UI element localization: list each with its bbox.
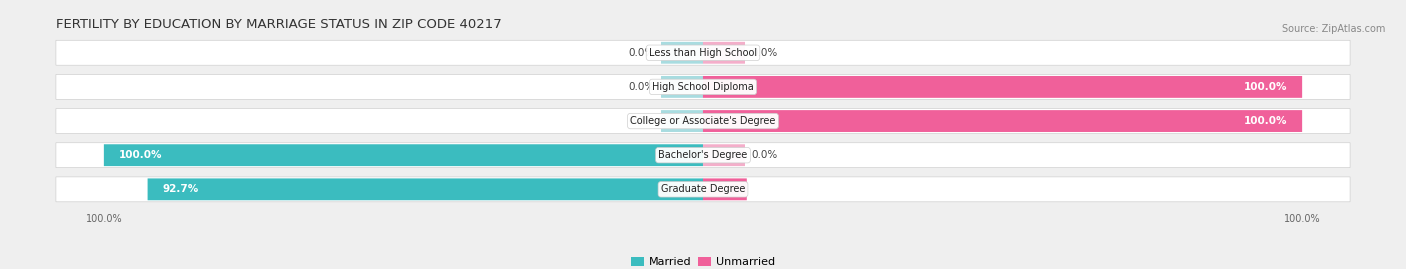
Text: High School Diploma: High School Diploma: [652, 82, 754, 92]
FancyBboxPatch shape: [661, 76, 703, 98]
Text: Bachelor's Degree: Bachelor's Degree: [658, 150, 748, 160]
FancyBboxPatch shape: [56, 75, 1350, 99]
Text: College or Associate's Degree: College or Associate's Degree: [630, 116, 776, 126]
FancyBboxPatch shape: [56, 143, 1350, 168]
Text: 100.0%: 100.0%: [120, 150, 163, 160]
Text: 0.0%: 0.0%: [628, 82, 655, 92]
Text: 92.7%: 92.7%: [163, 184, 198, 194]
Text: Less than High School: Less than High School: [650, 48, 756, 58]
Text: 100.0%: 100.0%: [1243, 82, 1286, 92]
FancyBboxPatch shape: [148, 178, 703, 200]
Text: 0.0%: 0.0%: [628, 116, 655, 126]
FancyBboxPatch shape: [703, 178, 747, 200]
Text: FERTILITY BY EDUCATION BY MARRIAGE STATUS IN ZIP CODE 40217: FERTILITY BY EDUCATION BY MARRIAGE STATU…: [56, 17, 502, 31]
FancyBboxPatch shape: [703, 144, 745, 166]
FancyBboxPatch shape: [661, 42, 703, 64]
FancyBboxPatch shape: [56, 109, 1350, 133]
Legend: Married, Unmarried: Married, Unmarried: [627, 252, 779, 269]
FancyBboxPatch shape: [104, 144, 703, 166]
FancyBboxPatch shape: [703, 110, 1302, 132]
Text: 0.0%: 0.0%: [628, 48, 655, 58]
Text: 0.0%: 0.0%: [751, 150, 778, 160]
Text: 7.3%: 7.3%: [703, 184, 731, 194]
Text: Source: ZipAtlas.com: Source: ZipAtlas.com: [1281, 24, 1385, 34]
Text: 100.0%: 100.0%: [1243, 116, 1286, 126]
FancyBboxPatch shape: [56, 40, 1350, 65]
Text: 0.0%: 0.0%: [751, 48, 778, 58]
Text: Graduate Degree: Graduate Degree: [661, 184, 745, 194]
FancyBboxPatch shape: [703, 42, 745, 64]
FancyBboxPatch shape: [703, 76, 1302, 98]
FancyBboxPatch shape: [56, 177, 1350, 202]
FancyBboxPatch shape: [661, 110, 703, 132]
